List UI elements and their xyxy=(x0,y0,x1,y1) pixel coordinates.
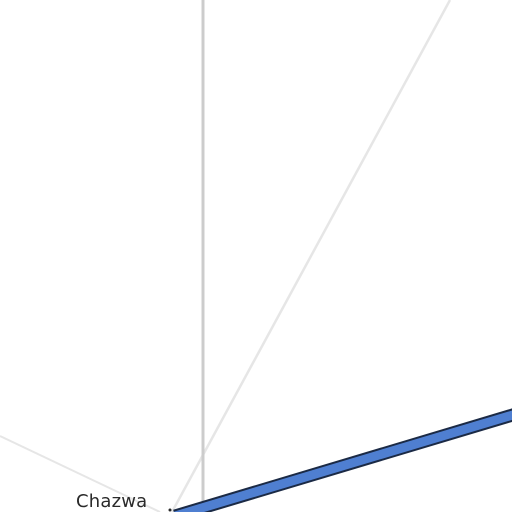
minor-road-diagonal xyxy=(170,0,452,512)
place-marker-chazwa[interactable] xyxy=(168,508,172,512)
highway[interactable] xyxy=(173,410,512,512)
place-label-chazwa[interactable]: Chazwa xyxy=(76,491,148,512)
minor-road-west xyxy=(0,435,161,512)
